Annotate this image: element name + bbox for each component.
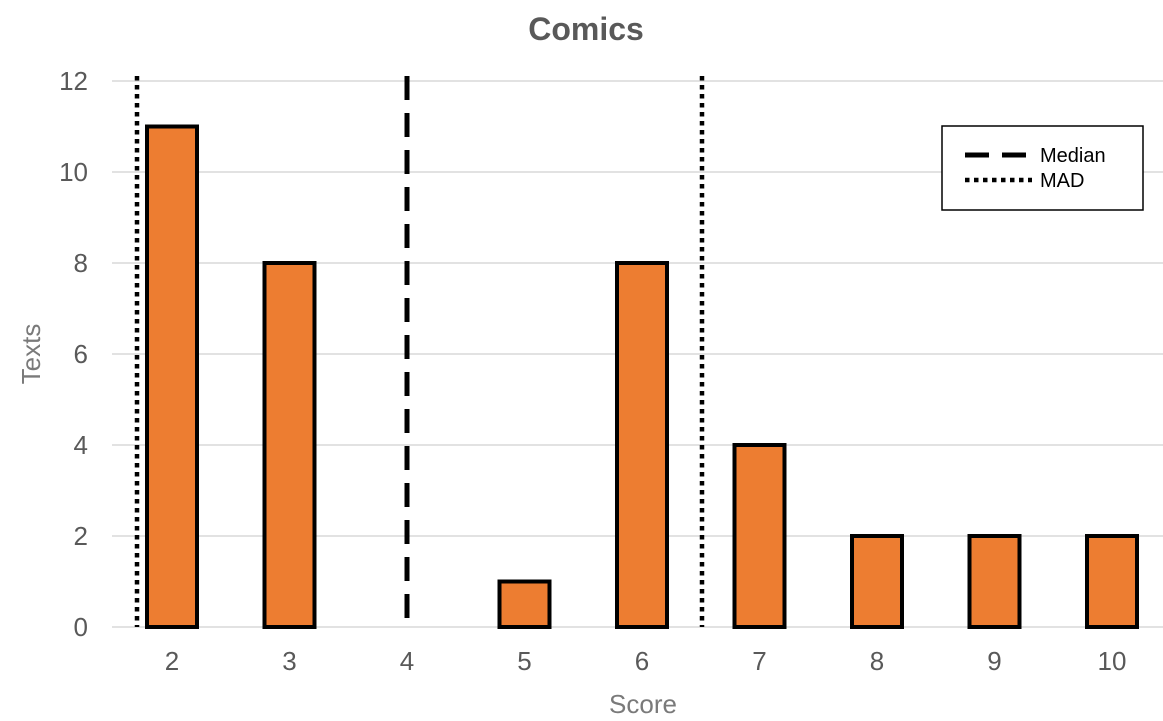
x-tick-label-3: 3 (282, 646, 296, 676)
y-tick-label-10: 10 (59, 157, 88, 187)
x-tick-label-8: 8 (870, 646, 884, 676)
x-axis-title: Score (609, 689, 677, 719)
legend-label-mad: MAD (1040, 170, 1084, 192)
bar-score-2 (145, 124, 199, 629)
bar-score-8 (850, 534, 904, 629)
bar-score-5 (497, 579, 552, 629)
legend: Median MAD (941, 125, 1144, 211)
y-tick-label-4: 4 (74, 430, 88, 460)
legend-box (941, 125, 1144, 211)
bar-score-9 (967, 534, 1022, 629)
x-tick-label-7: 7 (752, 646, 766, 676)
bars (145, 124, 1139, 629)
reference-lines (134, 76, 705, 627)
y-tick-label-0: 0 (74, 612, 88, 642)
y-axis-ticks: 0 2 4 6 8 10 12 (59, 66, 88, 642)
legend-label-median: Median (1040, 145, 1106, 167)
y-tick-label-8: 8 (74, 248, 88, 278)
x-tick-label-6: 6 (635, 646, 649, 676)
y-axis-title: Texts (16, 324, 46, 385)
bar-score-6 (615, 261, 669, 629)
x-tick-label-5: 5 (517, 646, 531, 676)
x-tick-label-10: 10 (1098, 646, 1127, 676)
x-tick-label-4: 4 (400, 646, 414, 676)
bar-score-7 (732, 443, 787, 629)
x-tick-label-2: 2 (165, 646, 179, 676)
y-tick-label-6: 6 (74, 339, 88, 369)
bar-score-10 (1085, 534, 1139, 629)
y-tick-label-12: 12 (59, 66, 88, 96)
y-tick-label-2: 2 (74, 521, 88, 551)
bar-score-3 (262, 261, 317, 629)
x-tick-label-9: 9 (987, 646, 1001, 676)
x-axis-ticks: 2 3 4 5 6 7 8 9 10 (165, 646, 1127, 676)
chart-title: Comics (528, 11, 644, 47)
